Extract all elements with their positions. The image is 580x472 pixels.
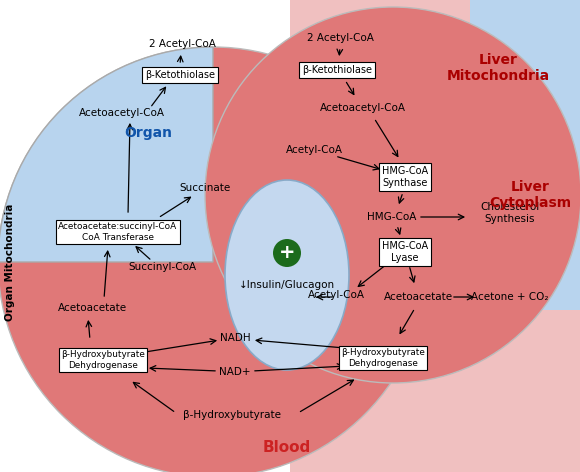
Text: Acetoacetate:succinyl-CoA
CoA Transferase: Acetoacetate:succinyl-CoA CoA Transferas… <box>59 222 177 242</box>
Text: HMG-CoA: HMG-CoA <box>367 212 416 222</box>
Circle shape <box>205 7 580 383</box>
Text: HMG-CoA
Lyase: HMG-CoA Lyase <box>382 241 428 263</box>
Text: Liver
Mitochondria: Liver Mitochondria <box>447 53 550 83</box>
Text: β-Hydroxybutyrate: β-Hydroxybutyrate <box>183 410 281 420</box>
Text: β-Ketothiolase: β-Ketothiolase <box>302 65 372 75</box>
Text: NAD+: NAD+ <box>219 367 251 377</box>
Text: 2 Acetyl-CoA: 2 Acetyl-CoA <box>148 39 215 49</box>
Text: +: + <box>279 244 295 262</box>
Text: Acetoacetyl-CoA: Acetoacetyl-CoA <box>79 108 165 118</box>
Text: Succinate: Succinate <box>179 183 231 193</box>
Ellipse shape <box>225 180 349 370</box>
Circle shape <box>0 47 428 472</box>
Text: Liver
Cytoplasm: Liver Cytoplasm <box>489 180 571 210</box>
Text: Acetyl-CoA: Acetyl-CoA <box>285 145 343 155</box>
Text: Acetoacetyl-CoA: Acetoacetyl-CoA <box>320 103 406 113</box>
Text: Organ Mitochondria: Organ Mitochondria <box>5 203 15 320</box>
Text: Succinyl-CoA: Succinyl-CoA <box>128 262 196 272</box>
Circle shape <box>273 239 301 267</box>
Text: Acetoacetate: Acetoacetate <box>57 303 126 313</box>
Text: Acetone + CO₂: Acetone + CO₂ <box>471 292 549 302</box>
Text: β-Ketothiolase: β-Ketothiolase <box>145 70 215 80</box>
Text: ↓Insulin/Glucagon: ↓Insulin/Glucagon <box>239 280 335 290</box>
Text: HMG-CoA
Synthase: HMG-CoA Synthase <box>382 166 428 188</box>
Text: β-Hydroxybutyrate
Dehydrogenase: β-Hydroxybutyrate Dehydrogenase <box>61 350 145 370</box>
Bar <box>290 0 580 472</box>
Text: Organ: Organ <box>124 126 172 140</box>
Text: Blood: Blood <box>263 440 311 455</box>
Bar <box>470 0 580 310</box>
Text: β-Hydroxybutyrate
Dehydrogenase: β-Hydroxybutyrate Dehydrogenase <box>341 348 425 368</box>
Text: Cholesterol
Synthesis: Cholesterol Synthesis <box>480 202 539 224</box>
Text: NADH: NADH <box>220 333 251 343</box>
Text: Acetoacetate: Acetoacetate <box>383 292 452 302</box>
Text: Acetyl-CoA: Acetyl-CoA <box>307 290 364 300</box>
Text: 2 Acetyl-CoA: 2 Acetyl-CoA <box>307 33 374 43</box>
Wedge shape <box>0 47 213 262</box>
